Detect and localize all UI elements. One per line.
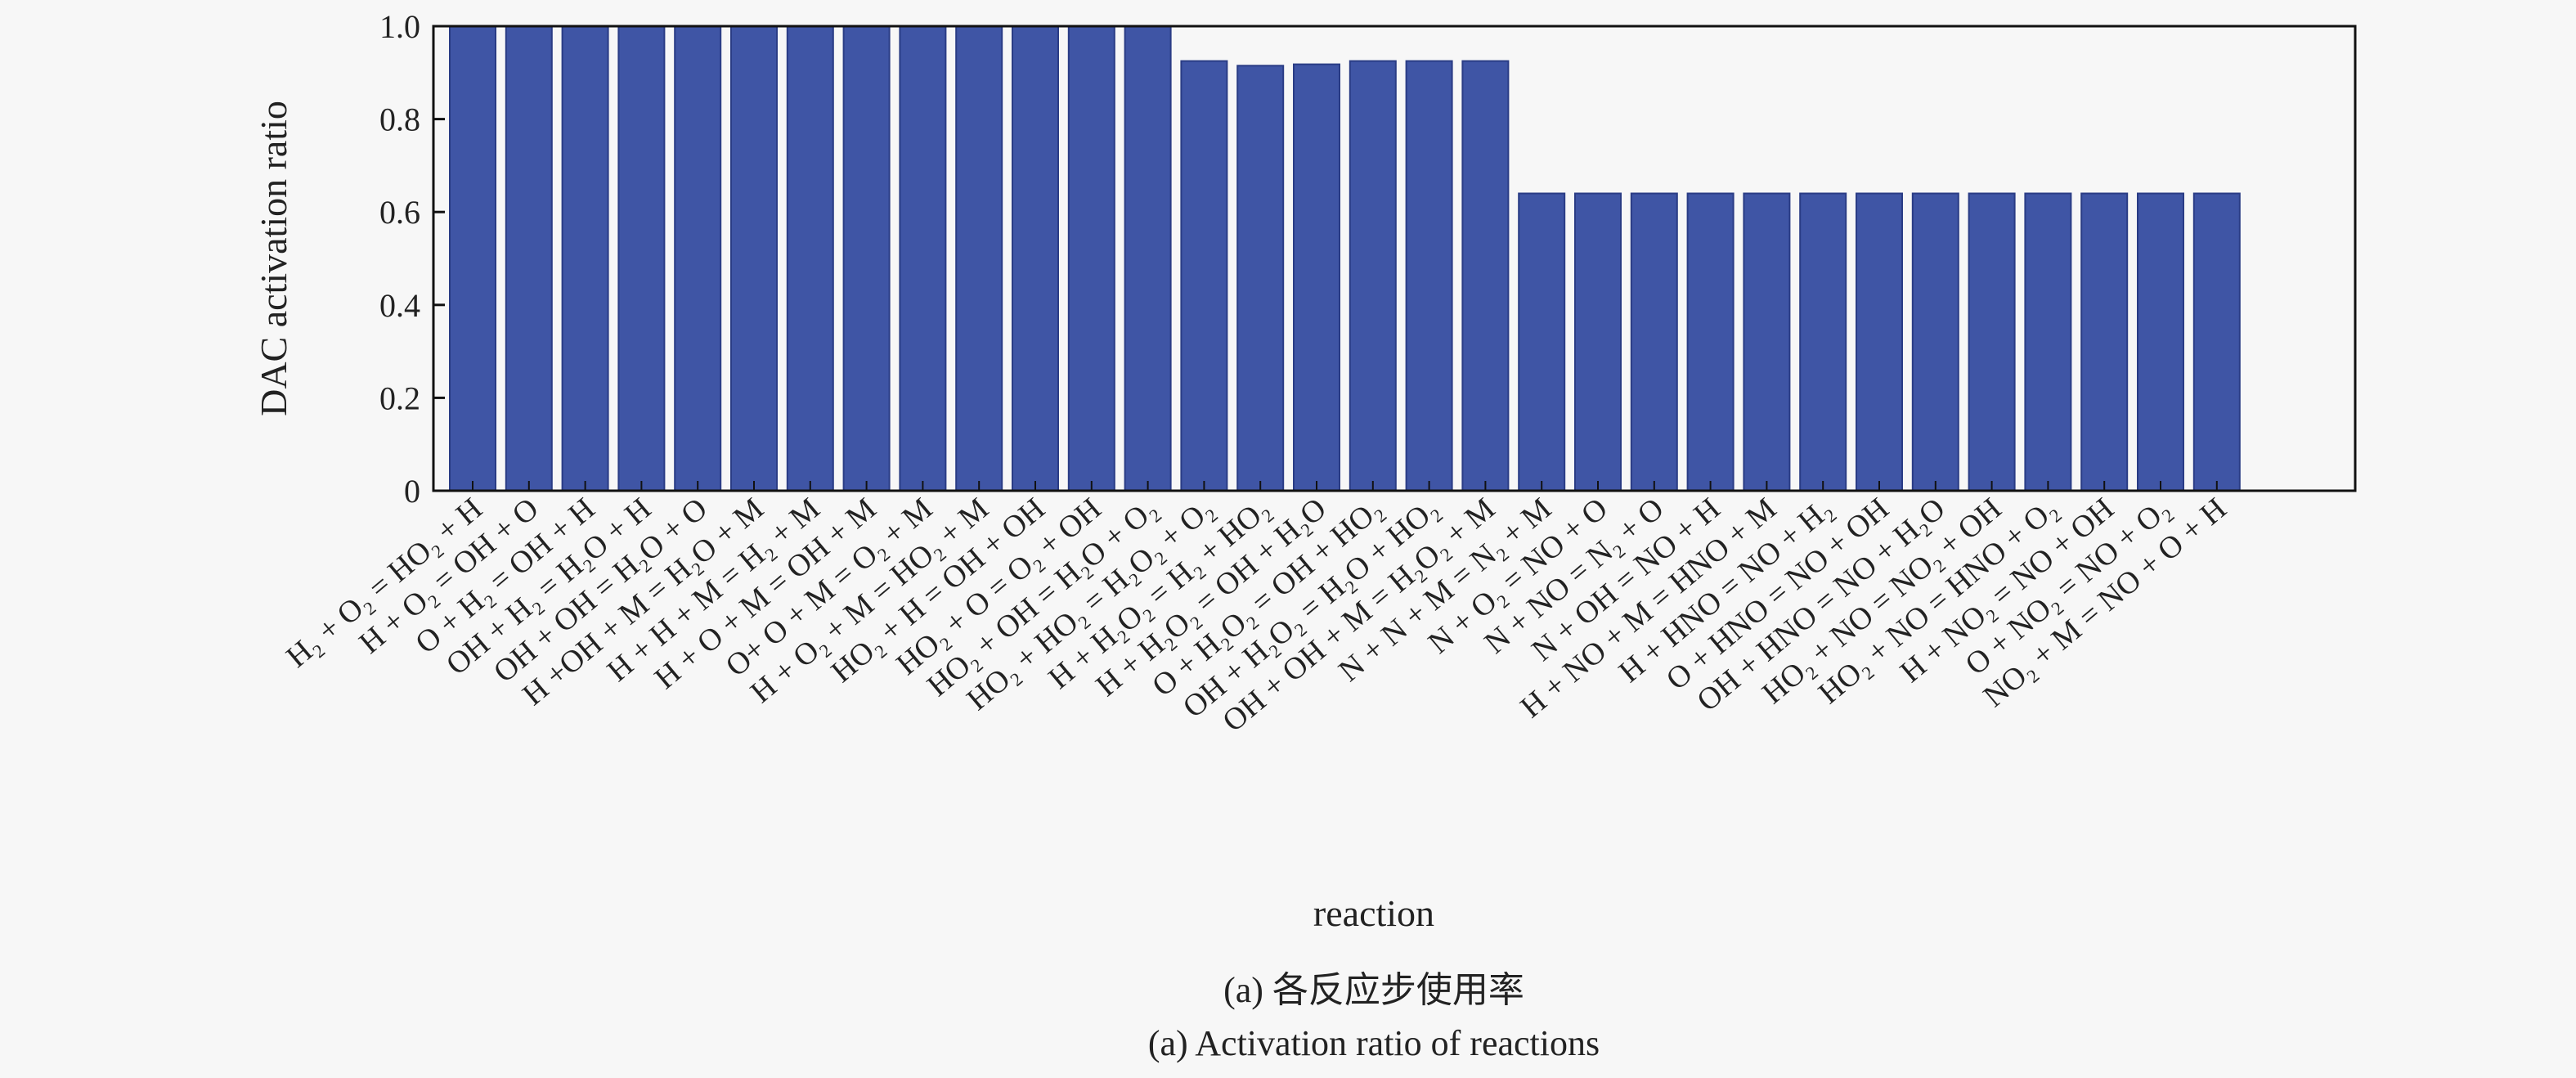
bar xyxy=(2137,192,2184,492)
bar xyxy=(955,25,1003,492)
bar xyxy=(1012,25,1059,492)
bar xyxy=(1180,60,1228,492)
bar xyxy=(2024,192,2072,492)
bar xyxy=(730,25,778,492)
bar xyxy=(674,25,722,492)
y-tick-label: 0.6 xyxy=(379,194,420,231)
bar xyxy=(2080,192,2129,492)
bar xyxy=(1743,192,1791,492)
bar xyxy=(1686,192,1735,492)
bar xyxy=(2192,192,2241,492)
bar xyxy=(1067,25,1115,492)
bar xyxy=(1124,25,1172,492)
bar xyxy=(1630,192,1678,492)
bar xyxy=(1518,192,1566,492)
y-tick-label: 1.0 xyxy=(379,8,420,45)
bar xyxy=(1236,65,1285,492)
x-axis: H₂ + O₂ = HO₂ + HH + O₂ = OH + OO + H₂ =… xyxy=(280,481,2233,739)
bar xyxy=(786,25,834,492)
bar xyxy=(1405,60,1453,492)
y-tick-label: 0.8 xyxy=(379,101,420,138)
plot-frame xyxy=(432,25,2357,492)
bar xyxy=(1349,60,1397,492)
y-axis: 0 0.2 0.4 0.6 0.8 1.0 xyxy=(379,8,445,510)
y-axis-title: DAC activation ratio xyxy=(253,101,294,416)
bar xyxy=(561,25,609,492)
x-axis-title: reaction xyxy=(1313,892,1434,934)
y-tick-label: 0 xyxy=(404,473,420,510)
bar xyxy=(1856,192,1903,492)
bar xyxy=(842,25,891,492)
bar xyxy=(449,25,496,492)
bar xyxy=(1911,192,1959,492)
bar xyxy=(1461,60,1510,492)
bar xyxy=(1293,63,1340,492)
bar xyxy=(1574,192,1622,492)
bar xyxy=(1968,192,2016,492)
bars-group xyxy=(449,25,2241,492)
y-tick-label: 0.4 xyxy=(379,287,420,324)
caption-zh: (a) 各反应步使用率 xyxy=(1223,970,1524,1010)
bar xyxy=(505,25,553,492)
bar xyxy=(1799,192,1847,492)
y-tick-label: 0.2 xyxy=(379,380,420,416)
bar xyxy=(899,25,947,492)
bar xyxy=(617,25,666,492)
caption-en: (a) Activation ratio of reactions xyxy=(1148,1023,1600,1063)
